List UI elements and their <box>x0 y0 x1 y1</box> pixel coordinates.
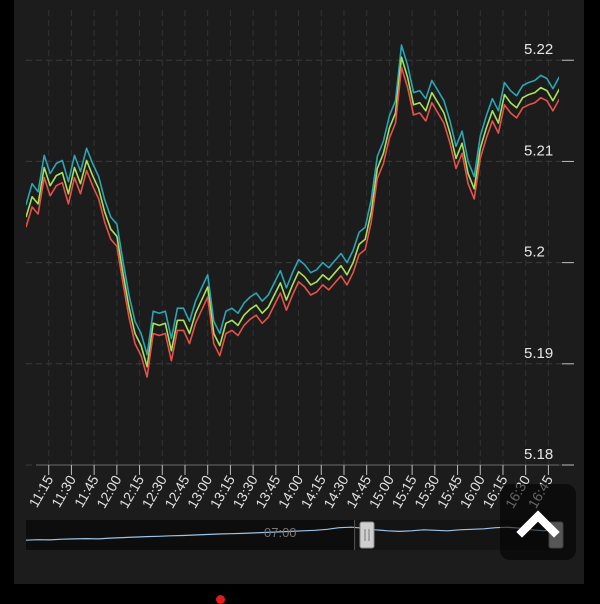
y-tick-label: 5.22 <box>524 41 553 58</box>
navigator-handle-body[interactable] <box>359 521 375 549</box>
series-layer <box>26 44 559 378</box>
y-tick-label: 5.18 <box>524 446 553 463</box>
navigator-series <box>25 526 557 541</box>
chevron-up-icon <box>516 510 560 538</box>
navigator-handle[interactable] <box>359 521 375 549</box>
navigator-track[interactable] <box>26 520 556 550</box>
scroll-up-button[interactable] <box>500 484 576 560</box>
y-axis: 5.22 5.21 5.2 5.19 5.18 <box>524 41 574 466</box>
price-chart: 5.22 5.21 5.2 5.19 5.18 11:1511:3011:4512:00… <box>25 10 574 550</box>
series-line-1 <box>26 56 559 368</box>
bottom-bar <box>0 584 600 600</box>
x-axis: 11:1511:3011:4512:0012:1512:3012:4513:00… <box>25 464 559 511</box>
navigator-time-label: 07:00 <box>264 525 297 540</box>
grid-layer <box>26 10 574 466</box>
series-line-0 <box>26 44 559 356</box>
y-tick-label: 5.19 <box>524 345 553 362</box>
navigator[interactable]: 07:00 <box>25 520 564 550</box>
y-tick-label: 5.2 <box>524 244 545 261</box>
chart-panel: 5.22 5.21 5.2 5.19 5.18 11:15 11:30 11:45 12:00… <box>14 0 584 584</box>
y-tick-label: 5.21 <box>524 142 553 159</box>
series-line-2 <box>26 66 559 378</box>
